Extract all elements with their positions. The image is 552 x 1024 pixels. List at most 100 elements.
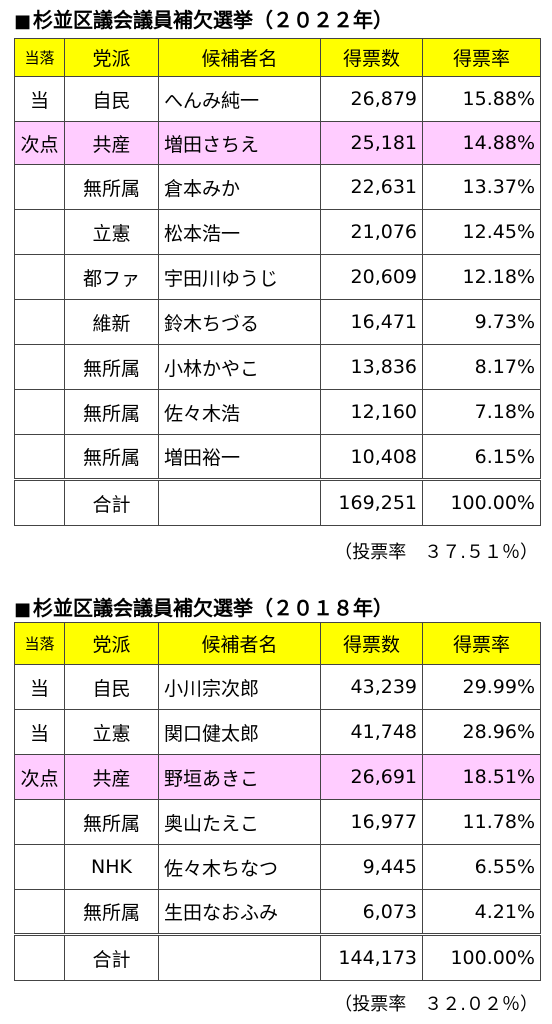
header-rate: 得票率 xyxy=(422,38,541,77)
rate-cell: 15.88% xyxy=(422,76,541,122)
candidate-cell: 増田裕一 xyxy=(158,434,321,480)
result-cell: 次点 xyxy=(14,754,65,800)
table-header-row: 当落 党派 候補者名 得票数 得票率 xyxy=(14,622,541,665)
party-cell: 自民 xyxy=(64,664,159,710)
rate-cell: 4.21% xyxy=(422,889,541,935)
candidate-cell: 関口健太郎 xyxy=(158,709,321,755)
election-2022-title: ■ 杉並区議会議員補欠選挙（２０２２年） xyxy=(14,4,393,33)
title-marker: ■ xyxy=(14,599,32,620)
election-2018-turnout: （投票率 ３２.０２％） xyxy=(334,994,538,1015)
rate-cell: 12.18% xyxy=(422,254,541,300)
title-text: 杉並区議会議員補欠選挙（２０２２年） xyxy=(33,8,394,32)
election-2022-turnout: （投票率 ３７.５１％） xyxy=(334,542,538,563)
rate-cell: 13.37% xyxy=(422,164,541,210)
votes-cell: 26,691 xyxy=(320,754,423,800)
votes-cell: 25,181 xyxy=(320,121,423,165)
candidate-cell: 生田なおふみ xyxy=(158,889,321,935)
table-row: 無所属 佐々木浩 12,160 7.18% xyxy=(14,389,541,435)
votes-cell: 22,631 xyxy=(320,164,423,210)
rate-cell: 29.99% xyxy=(422,664,541,710)
table-row: 無所属 奥山たえこ 16,977 11.78% xyxy=(14,799,541,845)
table-row: 無所属 小林かやこ 13,836 8.17% xyxy=(14,344,541,390)
table-row-runner-up: 次点 共産 野垣あきこ 26,691 18.51% xyxy=(14,754,541,800)
table-row: 当 立憲 関口健太郎 41,748 28.96% xyxy=(14,709,541,755)
table-row-runner-up: 次点 共産 増田さちえ 25,181 14.88% xyxy=(14,121,541,165)
votes-cell: 26,879 xyxy=(320,76,423,122)
table-row: 無所属 倉本みか 22,631 13.37% xyxy=(14,164,541,210)
table-header-row: 当落 党派 候補者名 得票数 得票率 xyxy=(14,38,541,77)
header-votes: 得票数 xyxy=(320,622,423,665)
rate-cell: 18.51% xyxy=(422,754,541,800)
result-cell: 当 xyxy=(14,76,65,122)
rate-cell: 9.73% xyxy=(422,299,541,345)
party-cell: 無所属 xyxy=(64,164,159,210)
election-2022-table: 当落 党派 候補者名 得票数 得票率 当 自民 へんみ純一 26,879 15.… xyxy=(14,38,541,526)
candidate-cell: 野垣あきこ xyxy=(158,754,321,800)
result-cell xyxy=(14,209,65,255)
table-row: NHK 佐々木ちなつ 9,445 6.55% xyxy=(14,844,541,890)
total-rate: 100.00% xyxy=(422,478,541,526)
candidate-cell: へんみ純一 xyxy=(158,76,321,122)
result-cell xyxy=(14,799,65,845)
table-row: 無所属 生田なおふみ 6,073 4.21% xyxy=(14,889,541,935)
title-text: 杉並区議会議員補欠選挙（２０１８年） xyxy=(33,596,394,620)
table-row: 都ファ 宇田川ゆうじ 20,609 12.18% xyxy=(14,254,541,300)
result-cell: 次点 xyxy=(14,121,65,165)
party-cell: 自民 xyxy=(64,76,159,122)
total-empty-cell xyxy=(158,478,321,526)
header-rate: 得票率 xyxy=(422,622,541,665)
candidate-cell: 小川宗次郎 xyxy=(158,664,321,710)
votes-cell: 13,836 xyxy=(320,344,423,390)
total-empty-cell xyxy=(14,478,65,526)
party-cell: 共産 xyxy=(64,754,159,800)
table-total-row: 合計 144,173 100.00% xyxy=(14,933,541,981)
candidate-cell: 倉本みか xyxy=(158,164,321,210)
candidate-cell: 奥山たえこ xyxy=(158,799,321,845)
rate-cell: 14.88% xyxy=(422,121,541,165)
votes-cell: 6,073 xyxy=(320,889,423,935)
header-candidate: 候補者名 xyxy=(158,622,321,665)
header-party: 党派 xyxy=(64,622,159,665)
votes-cell: 12,160 xyxy=(320,389,423,435)
table-row: 無所属 増田裕一 10,408 6.15% xyxy=(14,434,541,480)
party-cell: 維新 xyxy=(64,299,159,345)
header-result: 当落 xyxy=(14,622,65,665)
table-total-row: 合計 169,251 100.00% xyxy=(14,478,541,526)
candidate-cell: 増田さちえ xyxy=(158,121,321,165)
votes-cell: 21,076 xyxy=(320,209,423,255)
result-cell xyxy=(14,844,65,890)
election-2018-title: ■ 杉並区議会議員補欠選挙（２０１８年） xyxy=(14,592,393,621)
total-rate: 100.00% xyxy=(422,933,541,981)
result-cell xyxy=(14,299,65,345)
party-cell: 都ファ xyxy=(64,254,159,300)
rate-cell: 12.45% xyxy=(422,209,541,255)
votes-cell: 41,748 xyxy=(320,709,423,755)
candidate-cell: 宇田川ゆうじ xyxy=(158,254,321,300)
candidate-cell: 佐々木浩 xyxy=(158,389,321,435)
candidate-cell: 佐々木ちなつ xyxy=(158,844,321,890)
rate-cell: 11.78% xyxy=(422,799,541,845)
result-cell xyxy=(14,389,65,435)
party-cell: NHK xyxy=(64,844,159,890)
header-party: 党派 xyxy=(64,38,159,77)
result-cell xyxy=(14,344,65,390)
rate-cell: 6.55% xyxy=(422,844,541,890)
election-2018-table: 当落 党派 候補者名 得票数 得票率 当 自民 小川宗次郎 43,239 29.… xyxy=(14,622,541,981)
candidate-cell: 鈴木ちづる xyxy=(158,299,321,345)
total-empty-cell xyxy=(14,933,65,981)
party-cell: 無所属 xyxy=(64,389,159,435)
votes-cell: 20,609 xyxy=(320,254,423,300)
table-row: 維新 鈴木ちづる 16,471 9.73% xyxy=(14,299,541,345)
total-label: 合計 xyxy=(64,478,159,526)
votes-cell: 16,471 xyxy=(320,299,423,345)
total-empty-cell xyxy=(158,933,321,981)
result-cell: 当 xyxy=(14,664,65,710)
votes-cell: 16,977 xyxy=(320,799,423,845)
party-cell: 無所属 xyxy=(64,799,159,845)
result-cell xyxy=(14,164,65,210)
rate-cell: 28.96% xyxy=(422,709,541,755)
party-cell: 立憲 xyxy=(64,209,159,255)
rate-cell: 7.18% xyxy=(422,389,541,435)
total-label: 合計 xyxy=(64,933,159,981)
candidate-cell: 松本浩一 xyxy=(158,209,321,255)
